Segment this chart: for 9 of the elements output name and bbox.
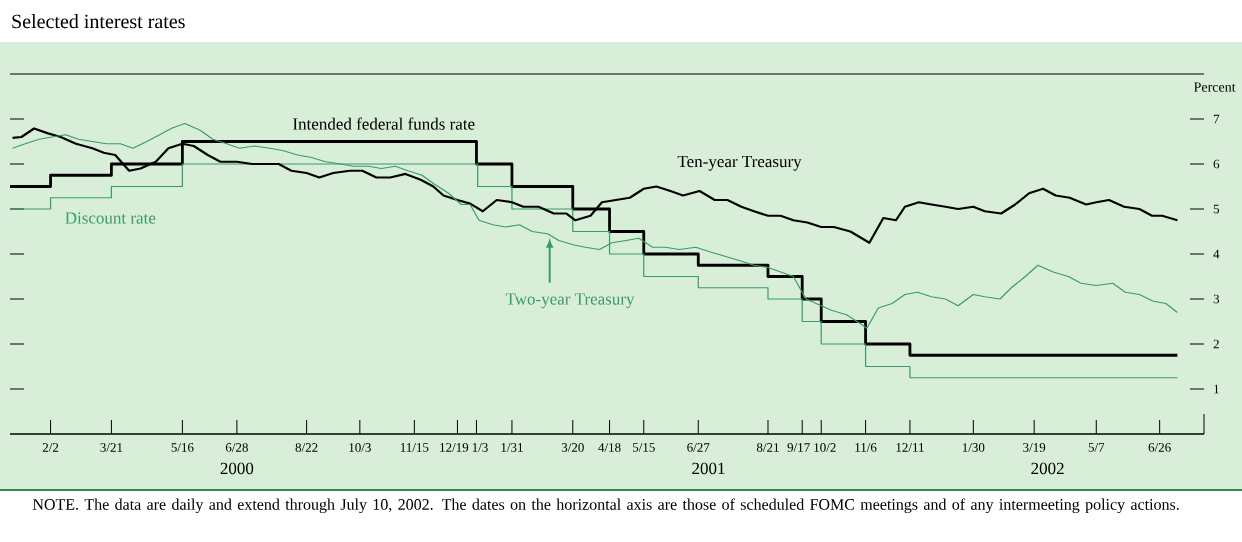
- text: 2002: [1031, 462, 1064, 475]
- series-label: Discount rate: [65, 212, 156, 224]
- legend-label: Two-year Treasury: [505, 293, 635, 309]
- series-label: Intended federal funds rate: [293, 117, 475, 130]
- text: 2000: [220, 462, 254, 475]
- series-label: Ten-year Treasury: [677, 155, 802, 171]
- text: 2001: [692, 462, 725, 475]
- chart-title: Selected interest rates: [12, 14, 185, 29]
- text: NOTE. The data are daily and extend through July 10, 2002. The dates on the horizontal axis are those of scheduled FOMC meetings and of any intermeeting policy actions.: [32, 498, 1179, 514]
